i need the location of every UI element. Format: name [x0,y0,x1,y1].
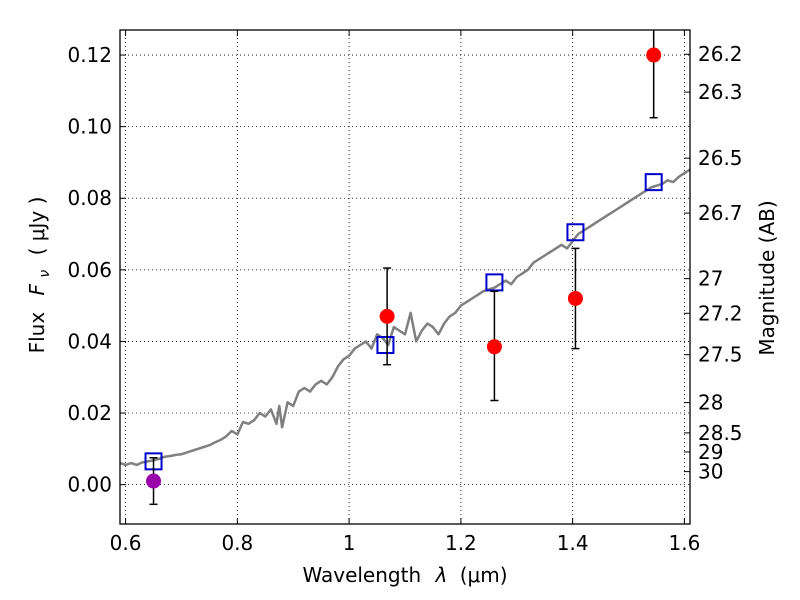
x-axis-label-symbol: λ [435,563,448,587]
y2-tick-label: 26.3 [698,80,743,104]
y-tick-label: 0.00 [67,473,112,497]
observed-flux-point [646,47,662,63]
model-spectrum-line [119,168,691,467]
x-axis-label-text: Wavelength [302,563,421,587]
y2-tick-label: 28 [698,391,723,415]
model-photometry-point [644,173,663,192]
x-tick-label: 1.2 [445,531,477,555]
x-tick-label: 1.6 [669,531,701,555]
y2-axis-label: Magnitude (AB) [755,200,779,355]
y2-tick-label: 26.5 [698,146,743,170]
x-tick-label: 1.4 [557,531,589,555]
x-axis-label-unit: (μm) [460,563,508,587]
x-tick-label: 0.8 [221,531,253,555]
observed-flux-point [379,308,395,324]
y-tick-label: 0.04 [67,329,112,353]
y2-tick-label: 30 [698,460,723,484]
y-axis-label-unit: ( μJy ) [25,197,49,256]
y-axis-label-text: Flux [25,312,49,354]
y2-tick-label: 26.7 [698,201,743,225]
model-photometry-point [376,336,395,355]
model-photometry-point [566,223,585,242]
x-tick-label: 0.6 [110,531,142,555]
x-tick-label: 1 [343,531,356,555]
plot-data [119,30,691,506]
y-tick-label: 0.08 [67,186,112,210]
y-axis-label-symbol: F [25,283,49,295]
upper-limit-point [146,473,162,489]
axis-ticks: 0.6 0.8 1 1.2 1.4 1.6 0.00 0.02 0.04 0.06 0.08 0.10… [67,30,743,555]
observed-flux-point [486,339,502,355]
y2-tick-label: 27.5 [698,343,743,367]
y-axis-label-subscript: ν [37,270,53,278]
plot-frame [119,29,691,525]
y-tick-label: 0.10 [67,115,112,139]
y-tick-label: 0.02 [67,401,112,425]
observed-flux-point [567,290,583,306]
y2-tick-label: 27.2 [698,301,743,325]
model-photometry-point [485,273,504,292]
y2-tick-label: 28.5 [698,421,743,445]
grid-lines [120,30,690,524]
y-axis-label: Flux F ν ( μJy ) [25,197,54,354]
y-tick-label: 0.06 [67,258,112,282]
x-axis-label: Wavelength λ (μm) [302,563,507,587]
y2-tick-label: 29 [698,440,723,464]
y2-tick-label: 26.2 [698,42,743,66]
y-tick-label: 0.12 [67,43,112,67]
y2-tick-label: 27 [698,267,723,291]
